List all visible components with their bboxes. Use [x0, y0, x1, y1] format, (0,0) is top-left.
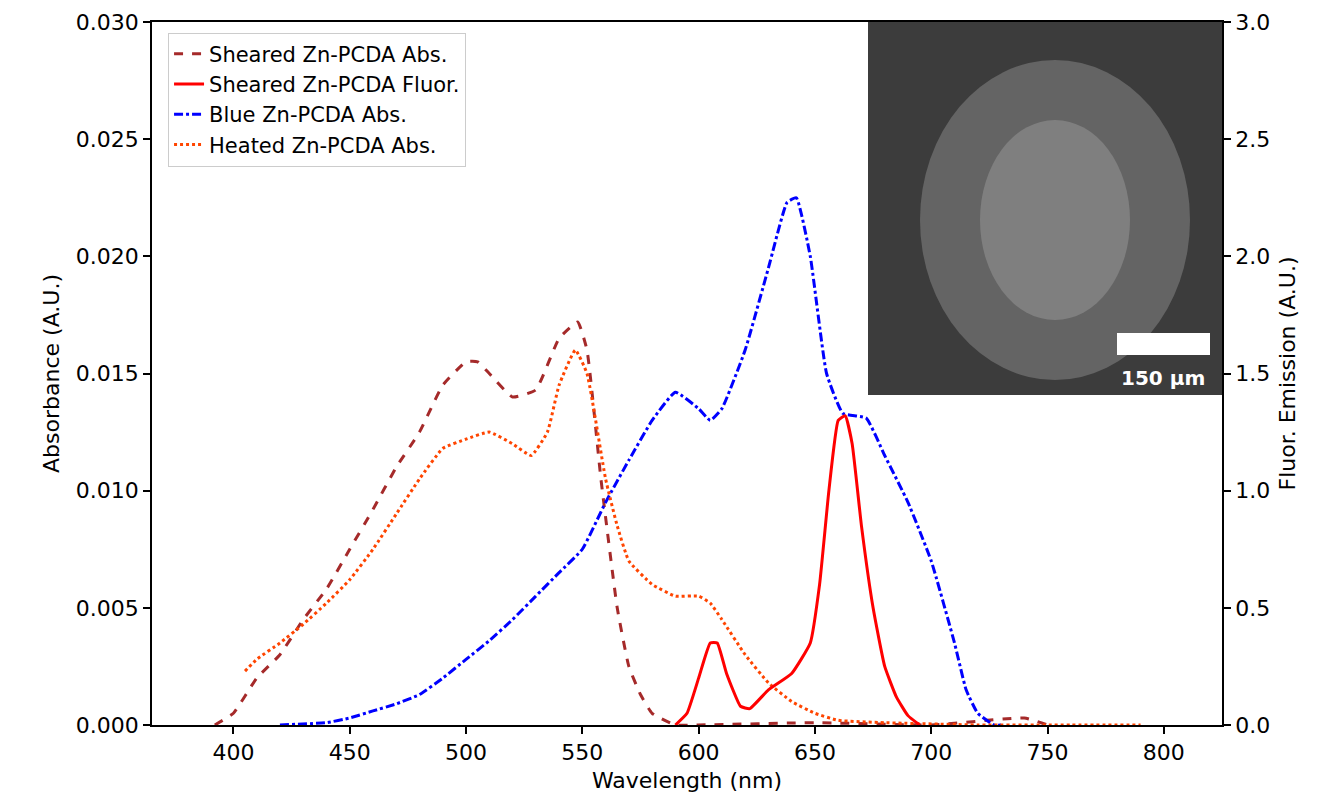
- svg-text:800: 800: [1143, 740, 1185, 765]
- svg-text:2.0: 2.0: [1235, 244, 1270, 269]
- svg-text:0.0: 0.0: [1235, 713, 1270, 738]
- svg-text:500: 500: [445, 740, 487, 765]
- svg-text:750: 750: [1027, 740, 1069, 765]
- svg-text:650: 650: [794, 740, 836, 765]
- svg-text:700: 700: [910, 740, 952, 765]
- svg-text:550: 550: [561, 740, 603, 765]
- svg-text:Heated Zn-PCDA Abs.: Heated Zn-PCDA Abs.: [209, 134, 436, 158]
- svg-text:Fluor. Emission (A.U.): Fluor. Emission (A.U.): [1275, 257, 1300, 491]
- svg-text:0.030: 0.030: [76, 10, 139, 35]
- svg-text:Blue Zn-PCDA Abs.: Blue Zn-PCDA Abs.: [209, 103, 407, 127]
- svg-text:450: 450: [329, 740, 371, 765]
- svg-text:Sheared Zn-PCDA Fluor.: Sheared Zn-PCDA Fluor.: [209, 73, 459, 97]
- svg-text:Absorbance (A.U.): Absorbance (A.U.): [39, 274, 64, 473]
- svg-text:0.025: 0.025: [76, 127, 139, 152]
- svg-text:0.000: 0.000: [76, 713, 139, 738]
- svg-text:1.5: 1.5: [1235, 361, 1270, 386]
- svg-text:150 µm: 150 µm: [1121, 366, 1205, 390]
- svg-text:2.5: 2.5: [1235, 127, 1270, 152]
- svg-text:Sheared Zn-PCDA Abs.: Sheared Zn-PCDA Abs.: [209, 43, 447, 67]
- svg-text:0.015: 0.015: [76, 361, 139, 386]
- svg-text:0.010: 0.010: [76, 478, 139, 503]
- svg-text:600: 600: [678, 740, 720, 765]
- svg-text:400: 400: [212, 740, 254, 765]
- svg-text:0.005: 0.005: [76, 596, 139, 621]
- svg-text:Wavelength (nm): Wavelength (nm): [592, 768, 782, 793]
- svg-text:3.0: 3.0: [1235, 10, 1270, 35]
- svg-text:0.5: 0.5: [1235, 596, 1270, 621]
- svg-text:1.0: 1.0: [1235, 478, 1270, 503]
- svg-text:0.020: 0.020: [76, 244, 139, 269]
